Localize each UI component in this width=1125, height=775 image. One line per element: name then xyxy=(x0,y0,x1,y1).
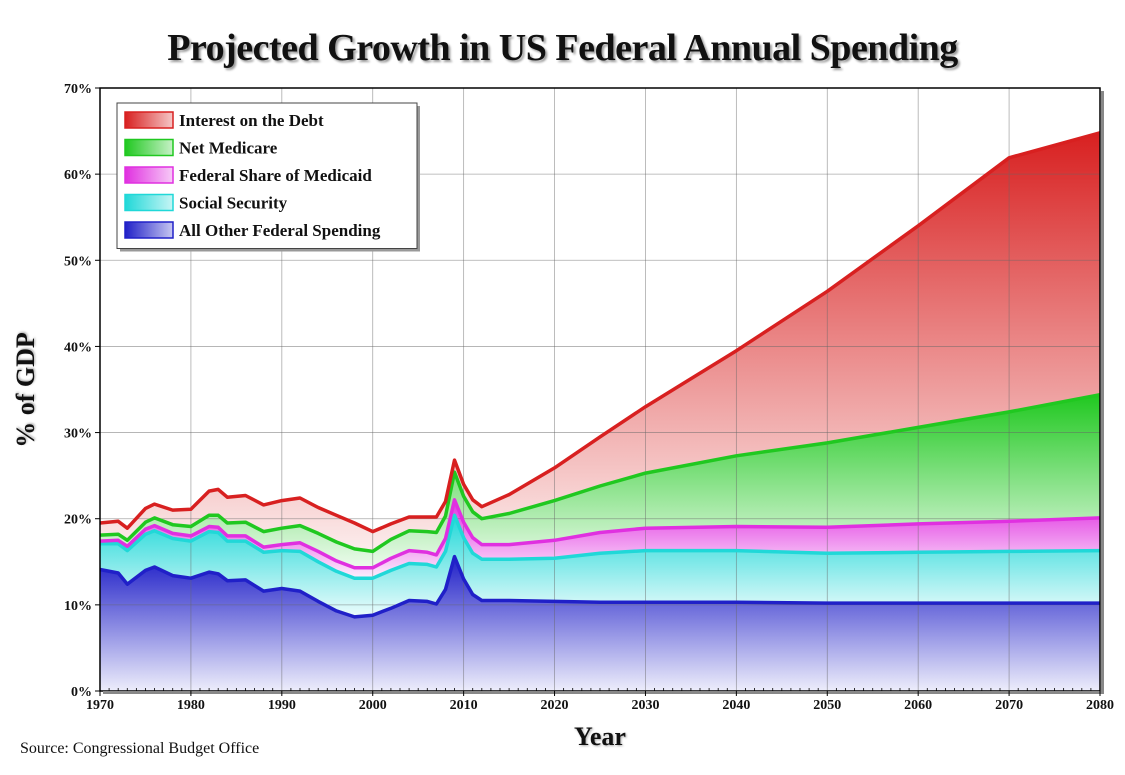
y-tick-label: 60% xyxy=(64,168,92,183)
y-tick-label: 0% xyxy=(71,685,92,700)
x-tick-label: 1970 xyxy=(86,698,114,713)
x-tick-label: 2010 xyxy=(450,698,478,713)
legend: Interest on the Debt Net Medicare Federal … xyxy=(116,102,420,252)
x-tick-label: 1980 xyxy=(177,698,205,713)
legend-label: Interest on the Debt xyxy=(179,111,324,130)
x-tick-label: 2080 xyxy=(1086,698,1114,713)
area-net-medicare xyxy=(100,394,1100,568)
x-tick-label: 2070 xyxy=(995,698,1023,713)
area-all-other-federal-spending xyxy=(100,556,1100,691)
x-tick-label: 1990 xyxy=(268,698,296,713)
area-interest-on-the-debt xyxy=(100,132,1100,552)
legend-swatch xyxy=(124,166,174,184)
y-tick-label: 40% xyxy=(64,340,92,355)
area-federal-share-of-medicaid xyxy=(100,499,1100,579)
legend-label: Federal Share of Medicaid xyxy=(179,166,372,185)
area-social-security xyxy=(100,515,1100,617)
y-tick-label: 30% xyxy=(64,427,92,442)
legend-swatch xyxy=(124,138,174,157)
legend-label: Social Security xyxy=(179,194,288,213)
y-tick-label: 10% xyxy=(64,599,92,614)
legend-swatch xyxy=(124,221,174,239)
legend-swatch xyxy=(124,193,174,212)
x-tick-label: 2050 xyxy=(813,698,841,713)
plot-frame-shadow-right xyxy=(1101,91,1104,694)
x-tick-label: 2000 xyxy=(359,698,387,713)
x-tick-label: 2020 xyxy=(541,698,569,713)
source-note: Source: Congressional Budget Office xyxy=(20,740,260,757)
chart-title: Projected Growth in US Federal Annual Sp… xyxy=(167,27,958,69)
line-net-medicare xyxy=(99,392,1101,554)
series-lines xyxy=(99,131,1101,619)
y-tick-label: 20% xyxy=(64,513,92,528)
area-layers xyxy=(100,132,1100,691)
y-tick-label: 50% xyxy=(64,254,92,269)
line-all-other-federal-spending xyxy=(99,554,1100,619)
legend-label: All Other Federal Spending xyxy=(179,221,381,240)
line-federal-share-of-medicaid xyxy=(99,498,1101,570)
line-interest-on-the-debt xyxy=(99,131,1101,534)
y-tick-label: 70% xyxy=(64,82,92,97)
x-axis-label: Year xyxy=(574,722,626,751)
legend-label: Net Medicare xyxy=(179,139,278,158)
axes: 1970 1980 1990 2000 2010 2020 2030 2040 2050 2060… xyxy=(64,82,1114,713)
x-tick-label: 2040 xyxy=(722,698,750,713)
legend-swatch xyxy=(124,111,174,129)
x-tick-label: 2060 xyxy=(904,698,932,713)
plot-frame-shadow-bottom xyxy=(103,691,1104,694)
line-social-security xyxy=(100,513,1101,580)
x-tick-label: 2030 xyxy=(631,698,659,713)
